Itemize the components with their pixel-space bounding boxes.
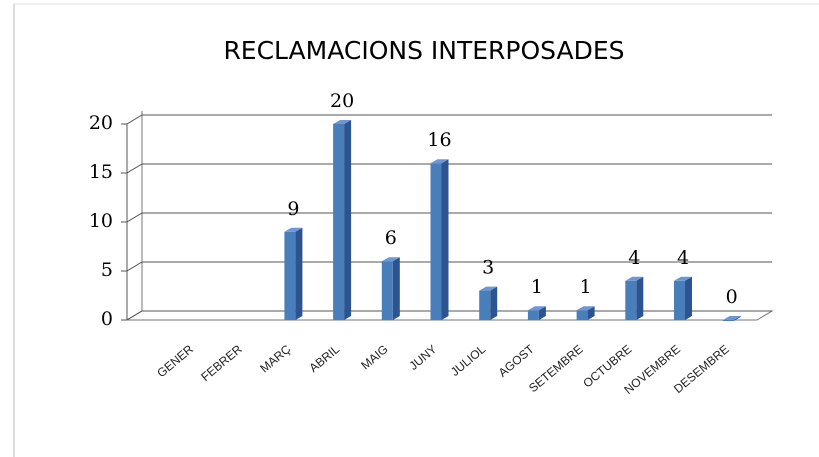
data-label: 6: [385, 227, 397, 249]
bar: [674, 276, 692, 320]
data-label: 16: [427, 129, 451, 151]
bar: [430, 159, 449, 320]
y-tick-label: 15: [89, 161, 113, 183]
grid-line: [126, 114, 772, 125]
y-tick-label: 5: [101, 259, 113, 281]
data-label: 9: [287, 198, 299, 220]
y-tick-label: 0: [101, 308, 113, 330]
chart-title: RECLAMACIONS INTERPOSADES: [223, 36, 624, 65]
bar: [333, 120, 352, 320]
bar: [527, 306, 546, 320]
data-label: 4: [628, 247, 640, 269]
grid-line: [126, 212, 772, 223]
bar: [722, 316, 741, 321]
data-label: 0: [726, 286, 738, 308]
grid-line: [126, 261, 772, 272]
data-label: 4: [677, 247, 689, 269]
data-label: 1: [580, 276, 592, 298]
grid-line: [126, 163, 772, 174]
y-tick-label: 20: [89, 112, 113, 134]
bar: [576, 306, 595, 320]
bar: [479, 286, 498, 320]
y-tick-label: 10: [89, 210, 113, 232]
data-label: 3: [482, 257, 494, 279]
bar: [625, 276, 644, 320]
bar: [381, 257, 400, 320]
data-label: 1: [531, 276, 543, 298]
data-label: 20: [330, 90, 354, 112]
bar: [284, 227, 303, 320]
grid-line: [126, 310, 772, 321]
